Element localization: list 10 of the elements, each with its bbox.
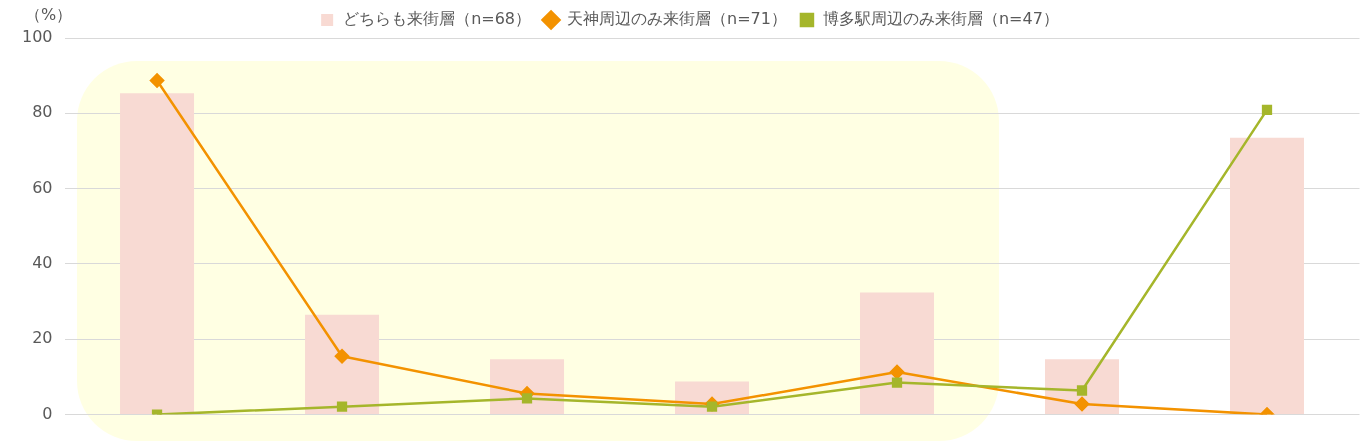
y-tick-label: 0 [42,403,53,423]
y-tick-label: 40 [32,253,53,273]
legend-label: 天神周辺のみ来街層（n=71） [567,9,787,29]
y-axis-title: （%） [25,5,73,25]
legend-label: 博多駅周辺のみ来街層（n=47） [822,9,1059,29]
y-tick-label: 60 [32,177,53,197]
y-tick-label: 20 [32,328,53,348]
y-tick-label: 100 [21,27,53,47]
y-tick-label: 80 [32,102,53,122]
legend-label: どちらも来街層（n=68） [343,9,532,29]
